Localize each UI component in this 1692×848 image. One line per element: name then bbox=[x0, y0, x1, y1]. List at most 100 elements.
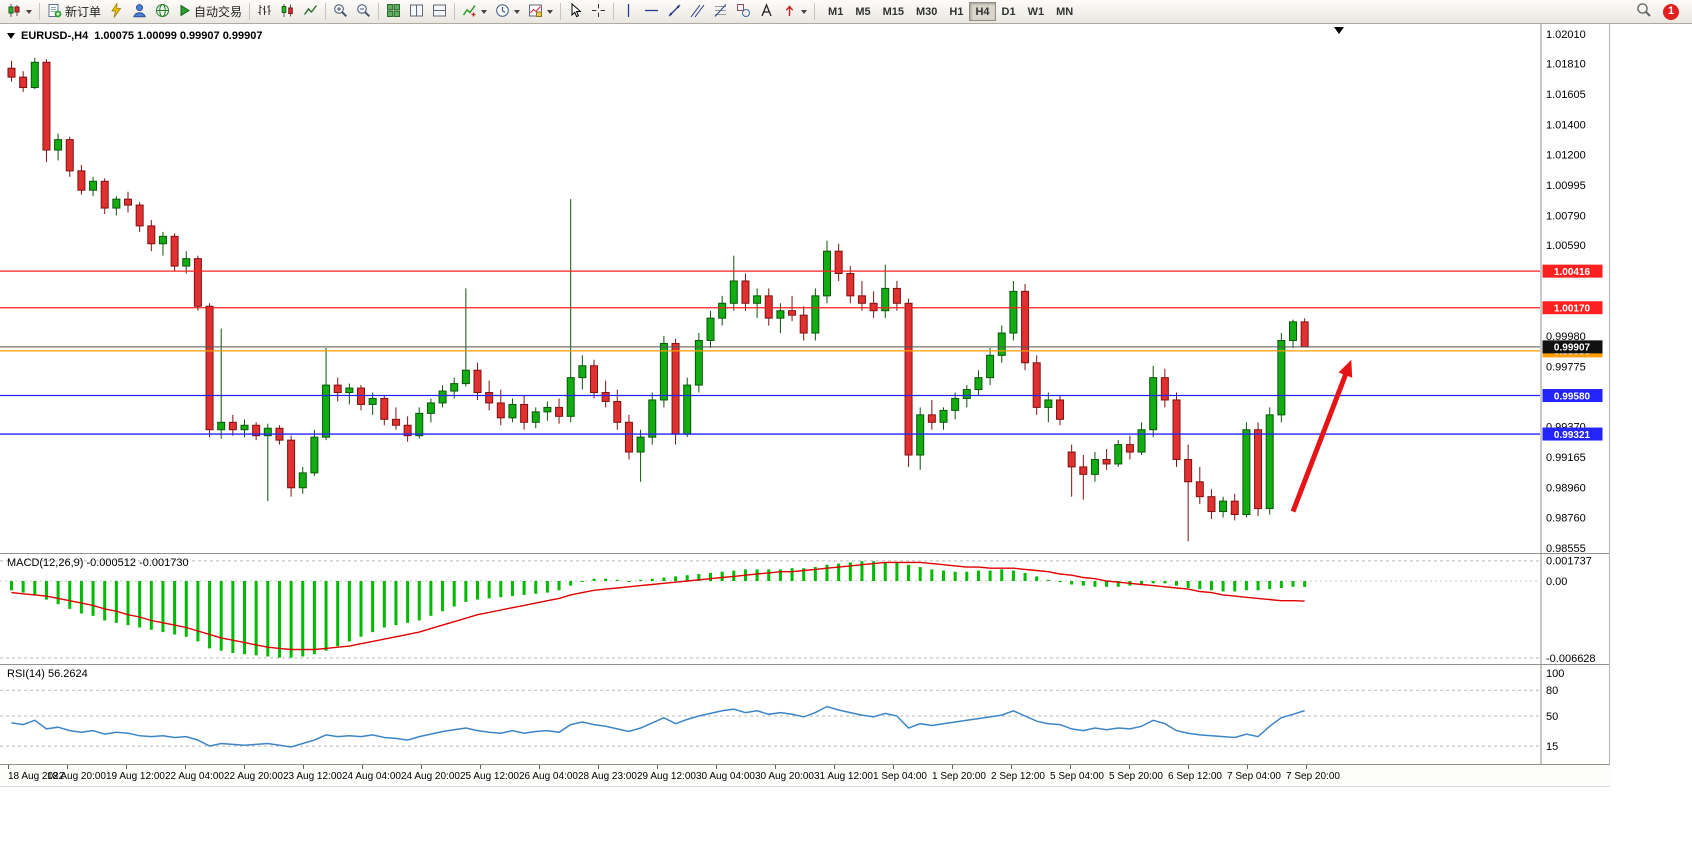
indicators-button[interactable] bbox=[458, 1, 491, 22]
svg-text:1.00995: 1.00995 bbox=[1546, 180, 1586, 192]
channel-button[interactable] bbox=[686, 1, 709, 22]
periods-button[interactable] bbox=[491, 1, 524, 22]
new-order-icon bbox=[47, 3, 62, 21]
toolbar-separator bbox=[560, 3, 562, 20]
zoom-in-button[interactable] bbox=[329, 1, 352, 22]
tile-horizontally-button[interactable] bbox=[428, 1, 451, 22]
chevron-down-icon bbox=[801, 9, 808, 14]
new-chart-button[interactable] bbox=[3, 1, 36, 22]
timeframe-m5[interactable]: M5 bbox=[855, 5, 871, 18]
timeframe-mn[interactable]: MN bbox=[1056, 5, 1074, 18]
rsi-line bbox=[11, 705, 1305, 748]
vertical-line-button[interactable] bbox=[617, 1, 640, 22]
cursor-button[interactable] bbox=[564, 1, 587, 22]
toolbar-separator bbox=[454, 3, 456, 20]
fibonacci-icon bbox=[713, 3, 728, 21]
bar-chart-button[interactable] bbox=[253, 1, 276, 22]
horizontal-line-button[interactable] bbox=[640, 1, 663, 22]
toolbar-separator bbox=[249, 3, 251, 20]
svg-text:1.00416: 1.00416 bbox=[1554, 267, 1591, 278]
shapes-button[interactable] bbox=[732, 1, 755, 22]
time-label: 18 Aug 20:00 bbox=[47, 771, 106, 782]
market-button[interactable] bbox=[151, 1, 174, 22]
tile-windows-button[interactable] bbox=[382, 1, 405, 22]
chevron-down-icon bbox=[514, 9, 521, 14]
time-tick bbox=[716, 765, 717, 769]
svg-text:0.99580: 0.99580 bbox=[1554, 391, 1591, 402]
timeframe-m30[interactable]: M30 bbox=[916, 5, 938, 18]
timeframe-m1[interactable]: M1 bbox=[828, 5, 844, 18]
time-label: 23 Aug 12:00 bbox=[283, 771, 342, 782]
price-pane[interactable]: 1.02010 1.01810 1.01605 1.01400 1.01200 1.009… bbox=[0, 24, 1609, 554]
ohlc-bars-icon bbox=[257, 3, 272, 21]
community-button[interactable] bbox=[128, 1, 151, 22]
price-chart-canvas[interactable]: 1.02010 1.01810 1.01605 1.01400 1.01200 1.009… bbox=[0, 24, 1610, 553]
time-tick bbox=[362, 765, 363, 769]
time-label: 2 Sep 12:00 bbox=[991, 771, 1045, 782]
svg-text:0.00: 0.00 bbox=[1546, 576, 1567, 588]
auto-trading-button[interactable]: 自动交易 bbox=[174, 1, 246, 22]
timeframe-h4[interactable]: H4 bbox=[969, 2, 996, 21]
time-label: 22 Aug 04:00 bbox=[165, 771, 224, 782]
toolbar-separator bbox=[613, 3, 615, 20]
level-lines-layer bbox=[0, 270, 1540, 435]
line-chart-button[interactable] bbox=[299, 1, 322, 22]
timeframe-m15[interactable]: M15 bbox=[882, 5, 904, 18]
time-tick bbox=[952, 765, 953, 769]
notification-badge[interactable]: 1 bbox=[1663, 3, 1679, 20]
price-axis: 1.02010 1.01810 1.01605 1.01400 1.01200 1.009… bbox=[1542, 29, 1603, 553]
time-tick bbox=[834, 765, 835, 769]
time-tick bbox=[1247, 765, 1248, 769]
text-tool-button[interactable] bbox=[755, 1, 778, 22]
svg-text:1.00170: 1.00170 bbox=[1554, 304, 1591, 315]
time-label: 31 Aug 12:00 bbox=[814, 771, 873, 782]
zoom-out-button[interactable] bbox=[352, 1, 375, 22]
time-tick bbox=[126, 765, 127, 769]
rsi-pane[interactable]: 100 80 50 15 RSI(14) 56.2624 bbox=[0, 665, 1609, 765]
play-icon bbox=[178, 4, 191, 20]
trendline-button[interactable] bbox=[663, 1, 686, 22]
clock-icon bbox=[495, 3, 510, 21]
macd-layer bbox=[0, 560, 1540, 659]
zoom-in-icon bbox=[333, 3, 348, 21]
toolbar-separator bbox=[325, 3, 327, 20]
tile-vertically-button[interactable] bbox=[405, 1, 428, 22]
price-badge: 0.99907 bbox=[1542, 340, 1603, 354]
svg-text:0.99165: 0.99165 bbox=[1546, 452, 1586, 464]
scroll-to-end-icon[interactable] bbox=[1334, 27, 1344, 34]
crosshair-button[interactable] bbox=[587, 1, 610, 22]
svg-text:80: 80 bbox=[1546, 685, 1558, 697]
mql-button[interactable] bbox=[105, 1, 128, 22]
fibonacci-button[interactable] bbox=[709, 1, 732, 22]
svg-text:1.01200: 1.01200 bbox=[1546, 149, 1586, 161]
time-label: 1 Sep 04:00 bbox=[873, 771, 927, 782]
macd-canvas[interactable]: 0.001737 0.00 -0.006628 bbox=[0, 554, 1610, 664]
timeframe-d1[interactable]: D1 bbox=[1001, 5, 1016, 18]
timeframe-w1[interactable]: W1 bbox=[1027, 5, 1045, 18]
trend-arrow-annotation[interactable] bbox=[1290, 359, 1353, 513]
svg-text:1.01400: 1.01400 bbox=[1546, 120, 1586, 132]
indicators-icon bbox=[462, 3, 477, 21]
time-tick bbox=[1188, 765, 1189, 769]
macd-histogram bbox=[10, 561, 1307, 658]
timeframe-group: M1 M5 M15 M30 H1 H4 D1 W1 MN bbox=[822, 2, 1079, 21]
svg-text:0.99321: 0.99321 bbox=[1554, 430, 1591, 441]
time-tick bbox=[1070, 765, 1071, 769]
svg-text:-0.006628: -0.006628 bbox=[1546, 653, 1596, 664]
svg-text:0.99775: 0.99775 bbox=[1546, 361, 1586, 373]
svg-text:1.01605: 1.01605 bbox=[1546, 89, 1586, 101]
macd-pane[interactable]: 0.001737 0.00 -0.006628 MACD(12,26,9) -0.0… bbox=[0, 554, 1609, 665]
candle-chart-button[interactable] bbox=[276, 1, 299, 22]
timeframe-h1[interactable]: H1 bbox=[949, 5, 964, 18]
arrows-tool-button[interactable] bbox=[778, 1, 811, 22]
time-label: 24 Aug 20:00 bbox=[401, 771, 460, 782]
tile-vertical-icon bbox=[409, 3, 424, 21]
time-axis[interactable]: 18 Aug 2022 18 Aug 20:00 19 Aug 12:00 22 Au… bbox=[0, 765, 1610, 787]
time-label: 18 Aug 2022 bbox=[8, 771, 65, 782]
rsi-canvas[interactable]: 100 80 50 15 bbox=[0, 665, 1610, 764]
new-order-button[interactable]: 新订单 bbox=[43, 1, 105, 22]
search-button[interactable] bbox=[1632, 1, 1656, 22]
time-tick bbox=[1306, 765, 1307, 769]
templates-button[interactable] bbox=[524, 1, 557, 22]
svg-text:1.00590: 1.00590 bbox=[1546, 240, 1586, 252]
